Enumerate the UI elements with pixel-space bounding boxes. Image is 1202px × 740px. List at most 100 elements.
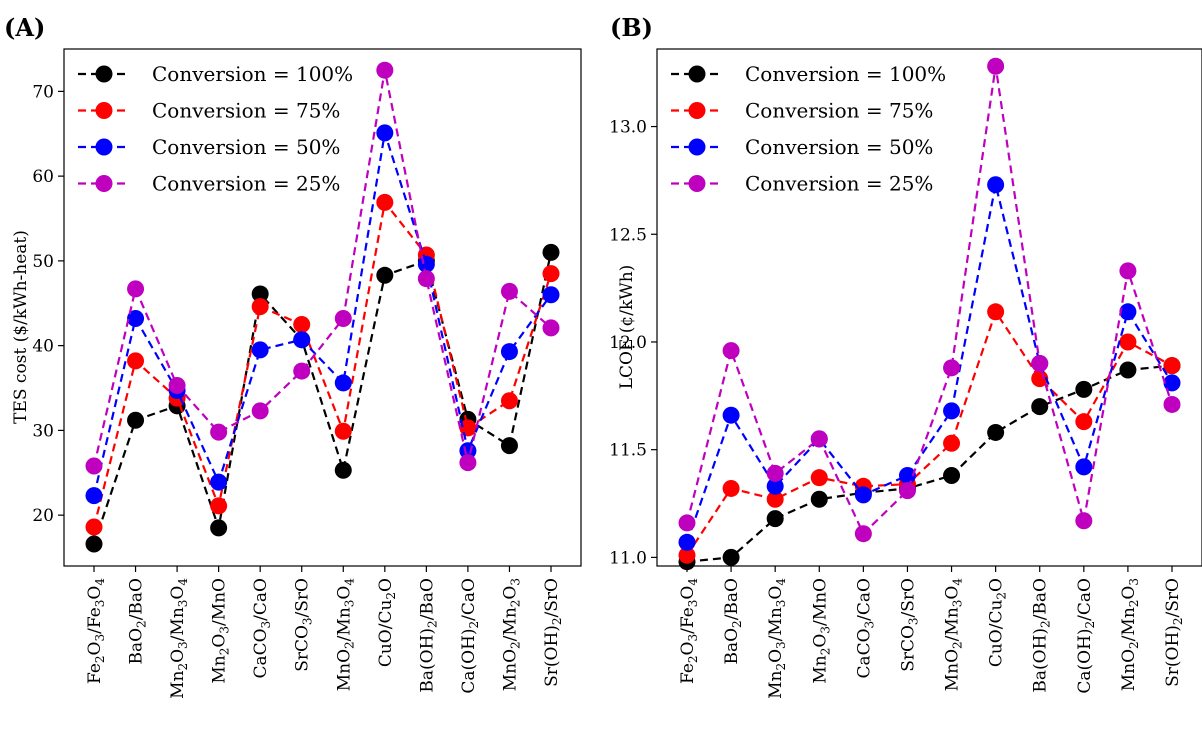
panel-a-x-tick-label-mn2o3-mn3o4: Mn2​O3​/Mn3​O4​ (168, 578, 190, 699)
panel-b-plot-frame (656, 48, 1202, 567)
panel-b-series-4-point (810, 430, 828, 448)
panel-a-series-1-point (376, 266, 394, 284)
panel-a-series-4-point (127, 280, 145, 298)
panel-b-y-tick-label: 13.0 (609, 118, 647, 138)
panel-b-legend-label: Conversion = 100% (745, 62, 946, 86)
panel-b-x-tick-label-caco3-cao: CaCO3​/CaO (854, 578, 876, 679)
panel-b-series-3-point (1075, 458, 1093, 476)
panel-a-series-3-point (293, 331, 311, 349)
panel-a-series-2-point (293, 315, 311, 333)
panel-b-x-tick-label-fe: Fe2​O3​/Fe3​O4​ (678, 578, 700, 684)
panel-a-legend-marker (95, 102, 113, 119)
panel-b-series-3 (678, 176, 1181, 551)
panel-a-y-tick-label: 40 (32, 337, 54, 357)
panel-a-series-1-point (500, 437, 518, 455)
panel-a-series-2-point (542, 265, 560, 283)
panel-b-series-1-point (1031, 398, 1049, 416)
panel-b-x-tick-label-mno2-mn2o3: MnO2​/Mn2​O3​ (1119, 578, 1141, 691)
panel-a-series-1-point (251, 285, 269, 303)
panel-b-series-4-point (1075, 512, 1093, 530)
panel-b-y-axis-label: LCOE (¢/kWh) (617, 265, 637, 390)
panel-b-series-3-point (1163, 374, 1181, 392)
panel-a-series-4-point (293, 362, 311, 380)
panel-a-series-3-point (334, 374, 352, 392)
panel-b-series-3-point (722, 406, 740, 424)
panel-a-series-4-line (92, 69, 552, 467)
panel-a-legend-marker (95, 138, 113, 156)
panel-a-series-3-line (92, 132, 552, 496)
panel-b-series-3-point (943, 402, 961, 420)
panel-a-y-tick-label: 20 (32, 506, 54, 526)
panel-b-series-2-point (678, 546, 696, 564)
panel-b-series-4-point (1163, 395, 1181, 413)
panel-b-series-2 (678, 303, 1181, 564)
panel-a-legend-label: Conversion = 75% (152, 99, 340, 123)
panel-b-series-2-point (1075, 413, 1093, 431)
panel-b-series-3-line (685, 184, 1173, 543)
panel-a-series-3-point (85, 487, 103, 505)
panel-b-x-tick-label-sr-oh-2-sro: Sr(OH)2​/SrO (1163, 578, 1185, 687)
panel-a-series-4-point (251, 402, 269, 420)
panel-a-x-tick-label-mno2-mn2o3: MnO2​/Mn2​O3​ (500, 578, 522, 691)
panel-a-series-3-point (210, 473, 228, 491)
panel-b-series-1-point (987, 423, 1005, 441)
panel-a-series-4-point (500, 282, 518, 300)
panel-b-series-4-point (987, 57, 1005, 75)
panel-a-series-1-point (127, 411, 145, 429)
panel-a-series-3 (85, 124, 560, 505)
panel-a-series-4-point (210, 423, 228, 441)
panel-b-series-4-point (1119, 262, 1137, 280)
panel-a-series-2-point (210, 497, 228, 515)
panel-b-series-2-point (766, 490, 784, 508)
panel-a-series-2-point (376, 193, 394, 211)
panel-b-y-tick-label: 12.0 (609, 333, 647, 353)
panel-a-series-1-point (85, 535, 103, 553)
panel-b-x-tick-label-mn2o3-mn3o4: Mn2​O3​/Mn3​O4​ (766, 578, 788, 699)
panel-b-series-4-point (854, 525, 872, 543)
panel-a-y-tick-label: 30 (32, 421, 54, 441)
panel-b-legend: Conversion = 100% Conversion = 75% Convers… (671, 62, 946, 196)
panel-a-legend-marker (95, 65, 113, 83)
panel-b-series-2-point (1163, 357, 1181, 375)
panel-a-series-3-point (251, 341, 269, 359)
panel-b-legend-marker (688, 102, 706, 119)
panel-a-x-tick-label-sr-oh-2-sro: Sr(OH)2​/SrO (542, 578, 564, 687)
panel-b-x-tick-label-mno2-mn3o4: MnO2​/Mn3​O4​ (943, 578, 965, 692)
panel-b-series-1-point (1075, 380, 1093, 398)
panel-b-series-1-point (1119, 361, 1137, 379)
panel-b-series-3-point (1119, 303, 1137, 321)
panel-a-series-1-point (210, 519, 228, 537)
panel-a-series-3-point (376, 124, 394, 142)
panel-a-x-tick-label-ca-oh-2-cao: Ca(OH)2​/CaO (459, 578, 481, 694)
panel-a-x-tick-label-cuo-cu2o: CuO/Cu2​O (376, 578, 398, 667)
panel-b-series-2-point (987, 303, 1005, 321)
panel-b-legend-marker (688, 175, 706, 192)
panel-a-series-4-point (334, 310, 352, 328)
panel-b-x-tick-label-srco3-sro: SrCO3​/SrO (898, 578, 920, 672)
panel-b-legend-label: Conversion = 50% (745, 135, 933, 159)
panel-a-series-3-point (127, 310, 145, 328)
panel-b-x-tick-label-ba-oh-2-bao: Ba(OH)2​/BaO (1031, 578, 1053, 693)
panel-a-x-tick-label-fe: Fe2​O3​/Fe3​O4​ (85, 578, 107, 684)
panel-b-x-tick-label-ca-oh-2-cao: Ca(OH)2​/CaO (1075, 578, 1097, 694)
panel-b-legend-marker (688, 138, 706, 156)
panel-a-x-tick-label-mn2o3-mno: Mn2​O3​/MnO (210, 578, 232, 684)
panel-b-series-2-point (722, 479, 740, 497)
panel-b-series-4-point (678, 514, 696, 532)
panel-a-x-tick-label-caco3-cao: CaCO3​/CaO (251, 578, 273, 679)
panel-b-y-tick-label: 11.5 (609, 441, 647, 461)
panel-a-series-2-point (334, 422, 352, 440)
panel-a-y-tick-label: 60 (32, 167, 54, 187)
panel-a-series-4 (85, 61, 560, 475)
panel-a-x-tick-label-bao2-bao: BaO2​/BaO (127, 578, 149, 665)
panel-b-series-2-point (943, 434, 961, 452)
panel-a-series-4-point (85, 457, 103, 475)
panel-a-legend: Conversion = 100% Conversion = 75% Convers… (78, 62, 353, 196)
panel-b-series-1-point (943, 467, 961, 485)
panel-a-series-1-point (542, 243, 560, 261)
panel-a-y-tick-label: 50 (32, 252, 54, 272)
panel-b-series-4 (678, 57, 1181, 543)
panel-b-series-1-point (766, 510, 784, 528)
panel-a-y-axis-label: TES cost ($/kWh-heat) (11, 230, 31, 424)
panel-b-series-3-point (987, 176, 1005, 194)
